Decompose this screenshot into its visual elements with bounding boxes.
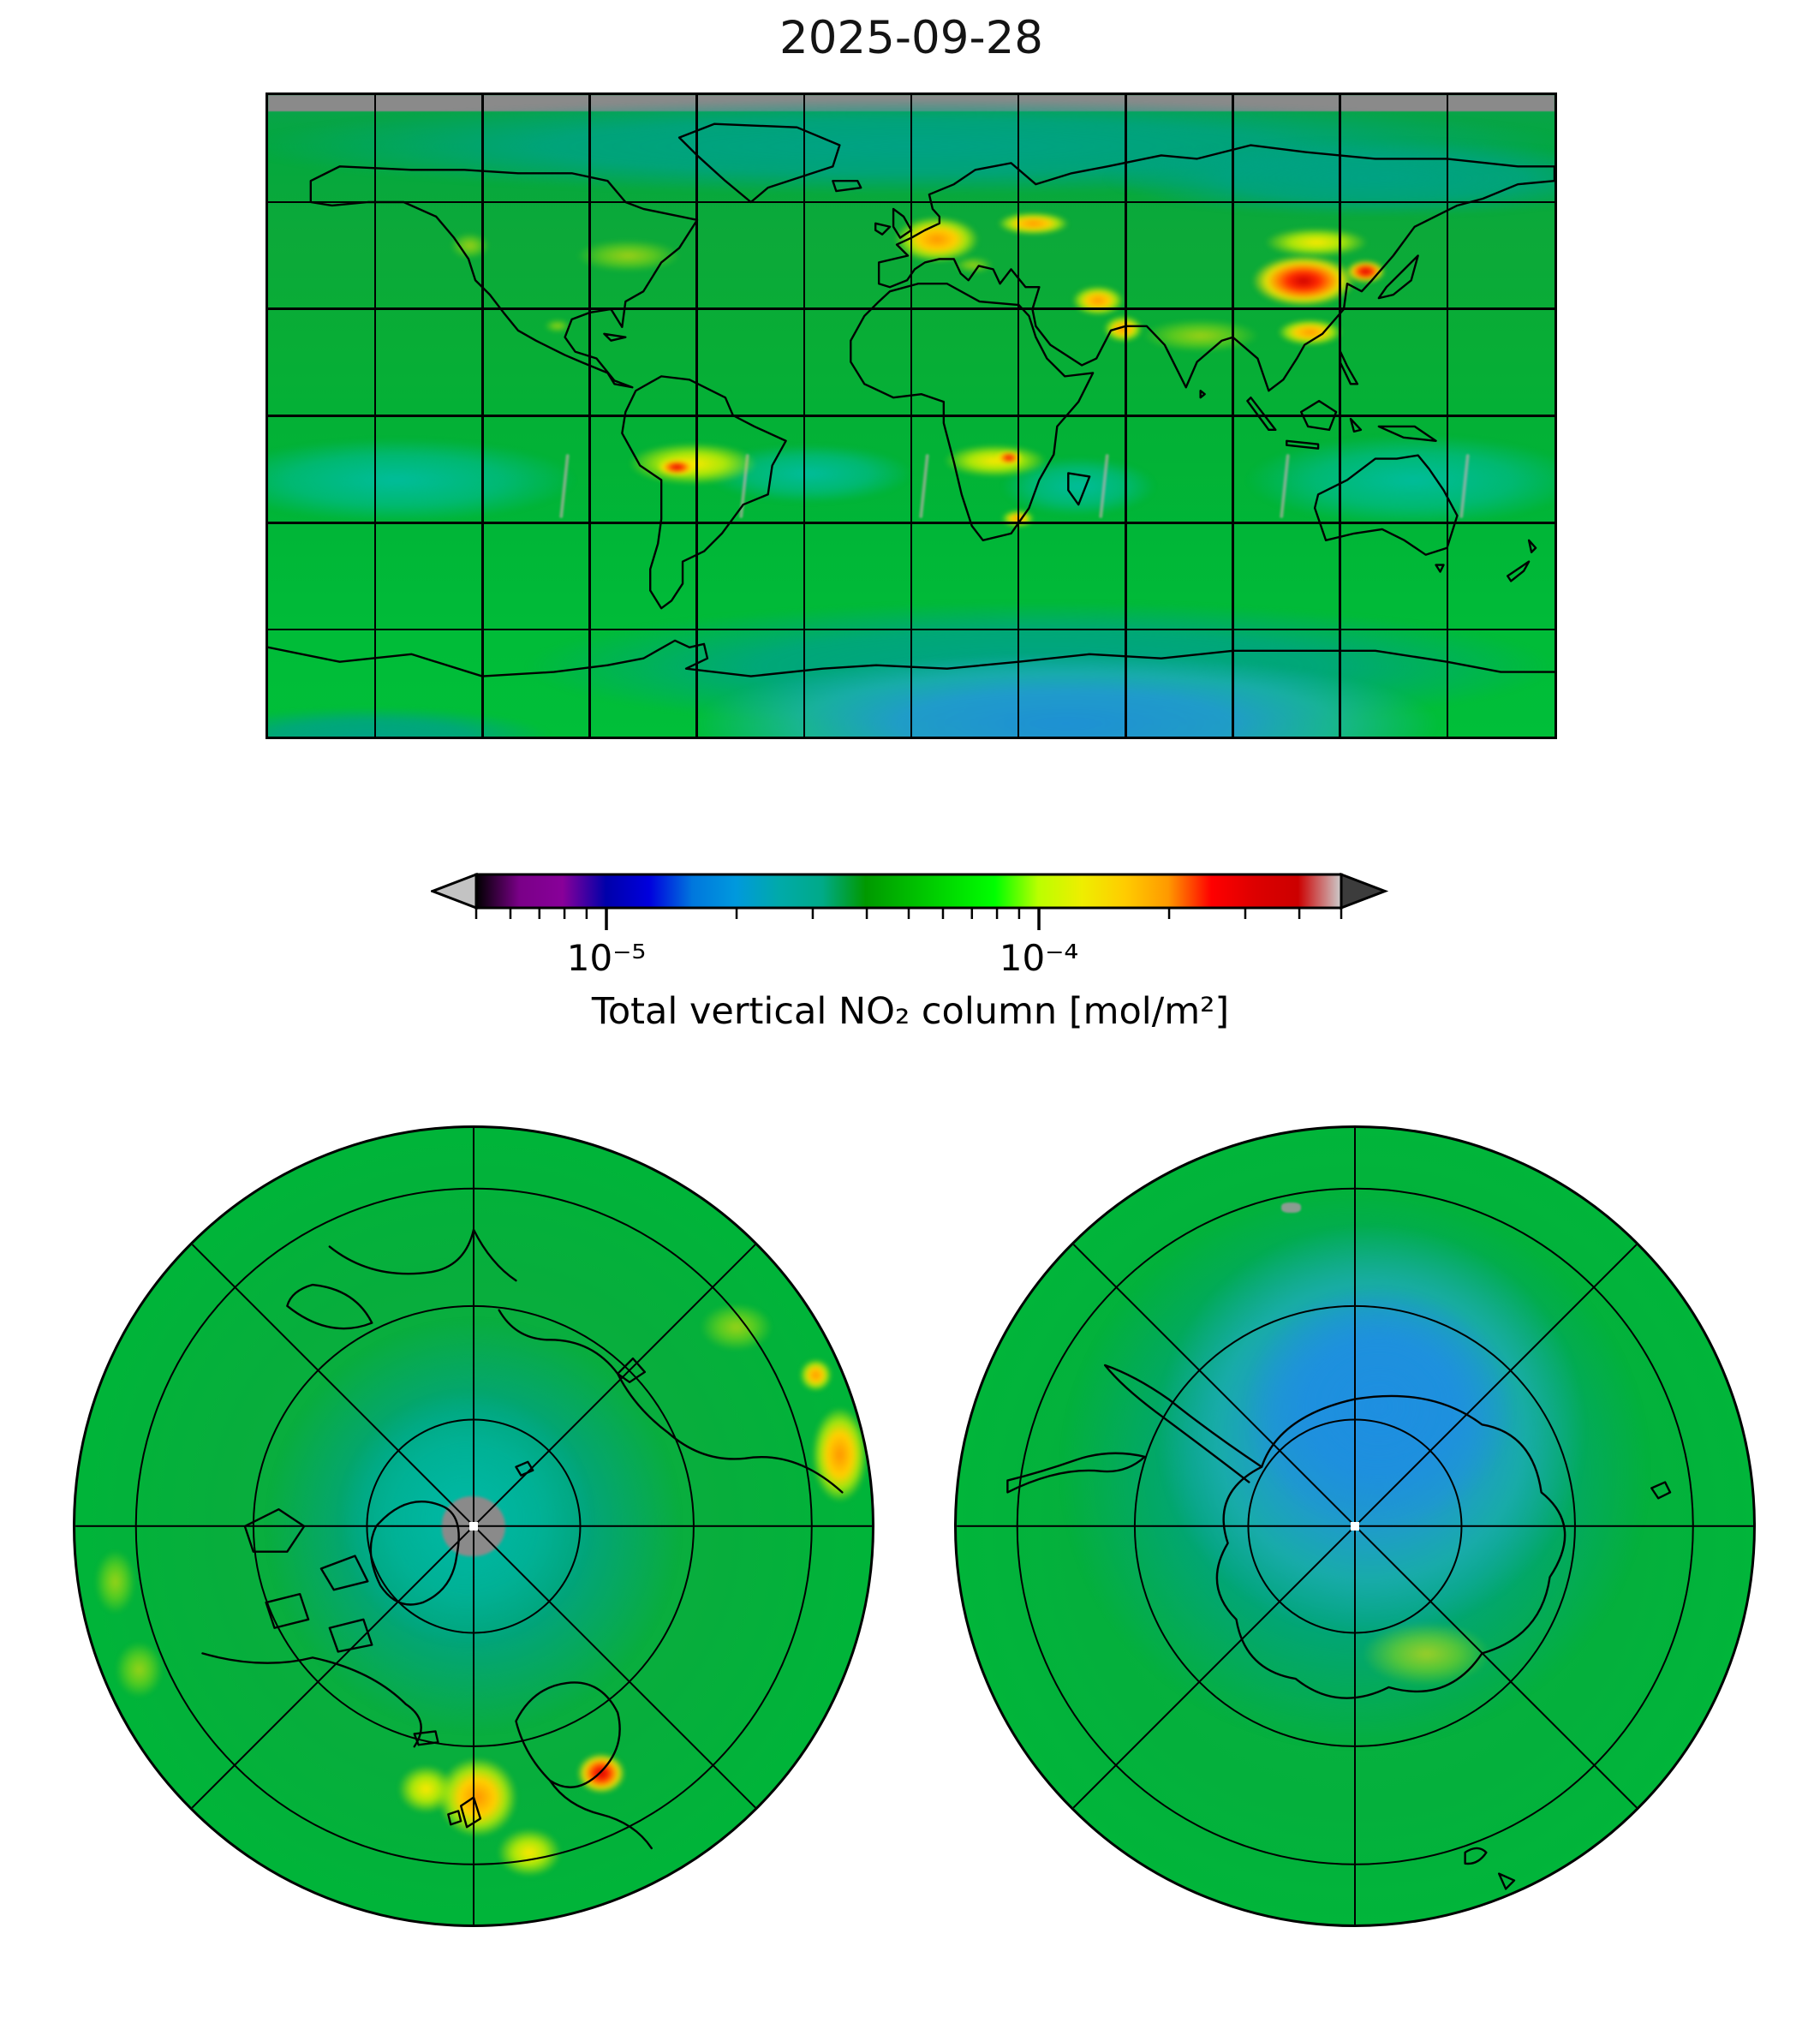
parallel-gridline: [268, 200, 1554, 204]
feature-mexico-city: [544, 319, 570, 333]
feature-equatorial-pacific-west-low: [268, 438, 577, 522]
parallel-gridline: [268, 307, 1554, 310]
feature-arctic-low-band-east: [1104, 140, 1554, 218]
colorbar-over-arrow: [1340, 872, 1389, 910]
feature-indo-gangetic-plain: [1143, 319, 1259, 352]
global-graticule: [268, 95, 1554, 737]
feature-north-america-west: [95, 1549, 135, 1614]
parallel-gridline: [268, 522, 1554, 524]
figure-title: 2025-09-28: [779, 12, 1044, 64]
parallel-gridline: [268, 628, 1554, 631]
colorbar-tick-label-1e-5: 10⁻⁵: [566, 937, 647, 979]
colorbar-bar: [431, 872, 1389, 930]
feature-po-valley: [953, 257, 993, 273]
feature-equatorial-pacific-east-low: [1245, 434, 1554, 525]
feature-eastern-us: [576, 239, 680, 272]
global-map-panel: [266, 92, 1557, 739]
colorbar-tick-label-1e-4: 10⁻⁴: [999, 937, 1079, 979]
feature-moscow-region: [998, 212, 1069, 235]
feature-northeast-china: [1265, 228, 1369, 258]
feature-north-america-east: [115, 1641, 164, 1698]
colorbar: 10⁻⁵ 10⁻⁴ Total vertical NO₂ column [mol…: [431, 872, 1390, 1069]
south-polar-graticule: [957, 1128, 1753, 1925]
colorbar-under-arrow: [431, 872, 478, 910]
colorbar-gradient: [474, 873, 1343, 910]
feature-bolivia-fire-cores: [658, 459, 697, 475]
feature-middle-east-cities: [1071, 285, 1124, 315]
parallel-gridline: [268, 415, 1554, 417]
colorbar-ticks: [474, 908, 1343, 930]
global-coastlines: [268, 122, 1554, 677]
coastline-path: [268, 122, 1554, 677]
feature-africa-fire-core: [996, 451, 1023, 465]
feature-central-africa-fires: [943, 445, 1047, 477]
feature-north-china-plain: [1252, 255, 1356, 307]
south-pole-marker: [1351, 1522, 1359, 1531]
feature-east-asia-limb: [812, 1406, 868, 1503]
colorbar-label: Total vertical NO₂ column [mol/m²]: [591, 990, 1230, 1033]
north-polar-panel: [73, 1125, 874, 1927]
feature-persian-gulf: [1104, 316, 1143, 343]
north-pole-marker: [469, 1522, 478, 1531]
south-polar-panel: [954, 1125, 1756, 1927]
feature-kazakh-spot: [800, 1358, 832, 1391]
